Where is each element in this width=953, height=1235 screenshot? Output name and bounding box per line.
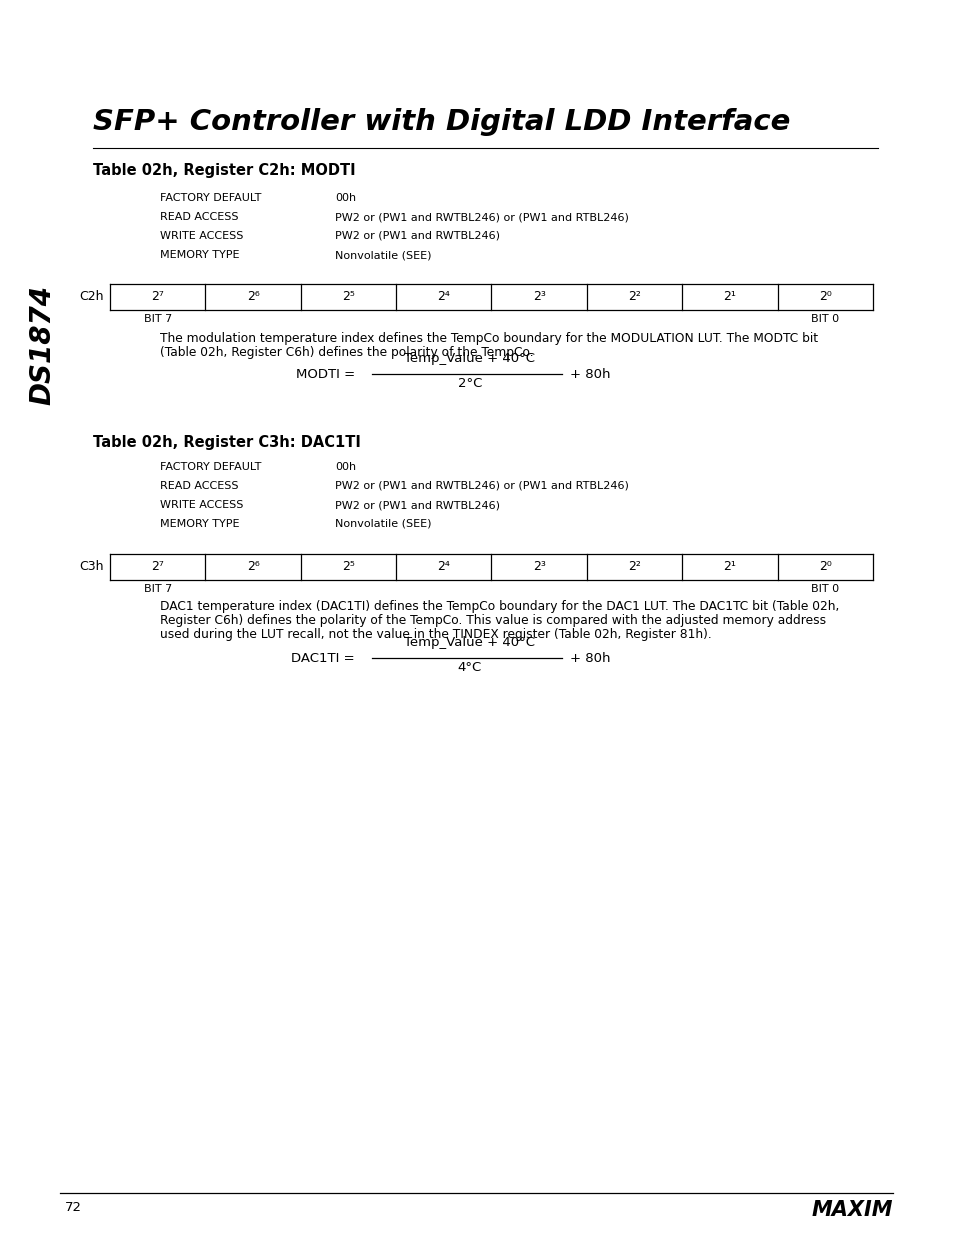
Text: BIT 7: BIT 7 (143, 314, 172, 324)
Text: 2³: 2³ (532, 290, 545, 304)
Text: Temp_Value + 40°C: Temp_Value + 40°C (404, 352, 535, 366)
Text: 2⁵: 2⁵ (341, 290, 355, 304)
Text: used during the LUT recall, not the value in the TINDEX register (Table 02h, Reg: used during the LUT recall, not the valu… (160, 629, 711, 641)
Text: 2⁷: 2⁷ (152, 290, 164, 304)
Text: 00h: 00h (335, 462, 355, 472)
Text: PW2 or (PW1 and RWTBL246): PW2 or (PW1 and RWTBL246) (335, 231, 499, 241)
Text: 4°C: 4°C (457, 661, 481, 674)
Text: DAC1TI =: DAC1TI = (291, 652, 355, 664)
Text: Table 02h, Register C3h: DAC1TI: Table 02h, Register C3h: DAC1TI (92, 435, 360, 450)
Text: MEMORY TYPE: MEMORY TYPE (160, 519, 239, 529)
Text: SFP+ Controller with Digital LDD Interface: SFP+ Controller with Digital LDD Interfa… (92, 107, 789, 136)
Text: MAXIM: MAXIM (811, 1200, 892, 1220)
Text: C3h: C3h (79, 561, 104, 573)
Text: BIT 7: BIT 7 (143, 584, 172, 594)
Text: (Table 02h, Register C6h) defines the polarity of the TempCo.: (Table 02h, Register C6h) defines the po… (160, 346, 533, 359)
Text: MEMORY TYPE: MEMORY TYPE (160, 249, 239, 261)
Text: READ ACCESS: READ ACCESS (160, 212, 238, 222)
Text: 2⁴: 2⁴ (436, 561, 450, 573)
Text: 2⁶: 2⁶ (247, 561, 259, 573)
Text: WRITE ACCESS: WRITE ACCESS (160, 500, 243, 510)
Text: DS1874: DS1874 (28, 285, 56, 405)
Text: 2⁰: 2⁰ (818, 561, 831, 573)
Text: FACTORY DEFAULT: FACTORY DEFAULT (160, 193, 261, 203)
Text: 2⁰: 2⁰ (818, 290, 831, 304)
Text: 2°C: 2°C (457, 377, 481, 390)
Text: + 80h: + 80h (569, 652, 610, 664)
Text: Nonvolatile (SEE): Nonvolatile (SEE) (335, 519, 431, 529)
Text: Register C6h) defines the polarity of the TempCo. This value is compared with th: Register C6h) defines the polarity of th… (160, 614, 825, 627)
Text: Table 02h, Register C2h: MODTI: Table 02h, Register C2h: MODTI (92, 163, 355, 178)
Text: 2³: 2³ (532, 561, 545, 573)
Text: 2²: 2² (627, 561, 640, 573)
Text: C2h: C2h (79, 290, 104, 304)
Text: 72: 72 (65, 1200, 82, 1214)
Text: PW2 or (PW1 and RWTBL246) or (PW1 and RTBL246): PW2 or (PW1 and RWTBL246) or (PW1 and RT… (335, 212, 628, 222)
Text: 2⁴: 2⁴ (436, 290, 450, 304)
Text: The modulation temperature index defines the TempCo boundary for the MODULATION : The modulation temperature index defines… (160, 332, 818, 345)
Text: BIT 0: BIT 0 (810, 314, 839, 324)
Text: FACTORY DEFAULT: FACTORY DEFAULT (160, 462, 261, 472)
Text: 2¹: 2¹ (722, 290, 736, 304)
Text: MODTI =: MODTI = (295, 368, 355, 380)
Text: 2²: 2² (627, 290, 640, 304)
Text: Nonvolatile (SEE): Nonvolatile (SEE) (335, 249, 431, 261)
Text: WRITE ACCESS: WRITE ACCESS (160, 231, 243, 241)
Text: DAC1 temperature index (DAC1TI) defines the TempCo boundary for the DAC1 LUT. Th: DAC1 temperature index (DAC1TI) defines … (160, 600, 839, 613)
Text: 2⁵: 2⁵ (341, 561, 355, 573)
Text: 2⁷: 2⁷ (152, 561, 164, 573)
Text: 00h: 00h (335, 193, 355, 203)
Text: PW2 or (PW1 and RWTBL246) or (PW1 and RTBL246): PW2 or (PW1 and RWTBL246) or (PW1 and RT… (335, 480, 628, 492)
Text: READ ACCESS: READ ACCESS (160, 480, 238, 492)
Text: 2⁶: 2⁶ (247, 290, 259, 304)
Text: + 80h: + 80h (569, 368, 610, 380)
Text: 2¹: 2¹ (722, 561, 736, 573)
Text: Temp_Value + 40°C: Temp_Value + 40°C (404, 636, 535, 650)
Text: PW2 or (PW1 and RWTBL246): PW2 or (PW1 and RWTBL246) (335, 500, 499, 510)
Text: BIT 0: BIT 0 (810, 584, 839, 594)
